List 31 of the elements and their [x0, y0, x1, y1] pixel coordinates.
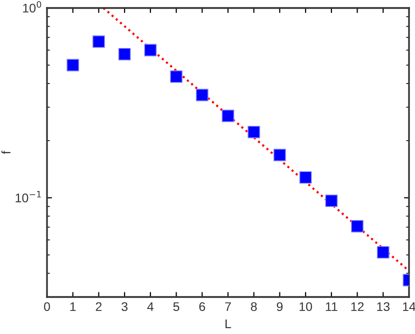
x-tick-label: 10 — [300, 302, 312, 312]
x-tick-label: 13 — [377, 302, 390, 312]
x-tick-label: 8 — [250, 302, 257, 312]
x-tick-label: 6 — [199, 302, 206, 312]
y-tick-label: 10$^{0}$ — [23, 1, 42, 13]
point — [66, 58, 80, 72]
x-tick-label: 4 — [147, 302, 154, 311]
point — [92, 35, 105, 48]
point — [325, 194, 338, 208]
x-tick-label: 2 — [96, 302, 102, 311]
x-tick-label: 1 — [70, 302, 76, 311]
x-tick-label: 0 — [44, 302, 50, 312]
point — [273, 148, 286, 162]
point — [248, 126, 260, 138]
x-tick-label: 5 — [173, 302, 180, 312]
point — [351, 220, 364, 232]
x-tick-label: 9 — [276, 302, 283, 312]
point — [299, 171, 312, 184]
y-axis-title: f — [1, 150, 10, 154]
point — [144, 44, 157, 56]
point — [376, 246, 390, 259]
x-axis-title: L — [226, 320, 232, 328]
x-tick-label: 11 — [326, 302, 338, 311]
x-tick-label: 12 — [351, 302, 364, 311]
x-tick-label: 3 — [122, 302, 128, 312]
point — [222, 110, 234, 122]
point — [170, 70, 183, 83]
point — [196, 88, 208, 102]
x-tick-label: 7 — [225, 302, 231, 311]
point — [118, 48, 131, 60]
y-tick-label: 10$^{−1}$ — [16, 191, 41, 202]
